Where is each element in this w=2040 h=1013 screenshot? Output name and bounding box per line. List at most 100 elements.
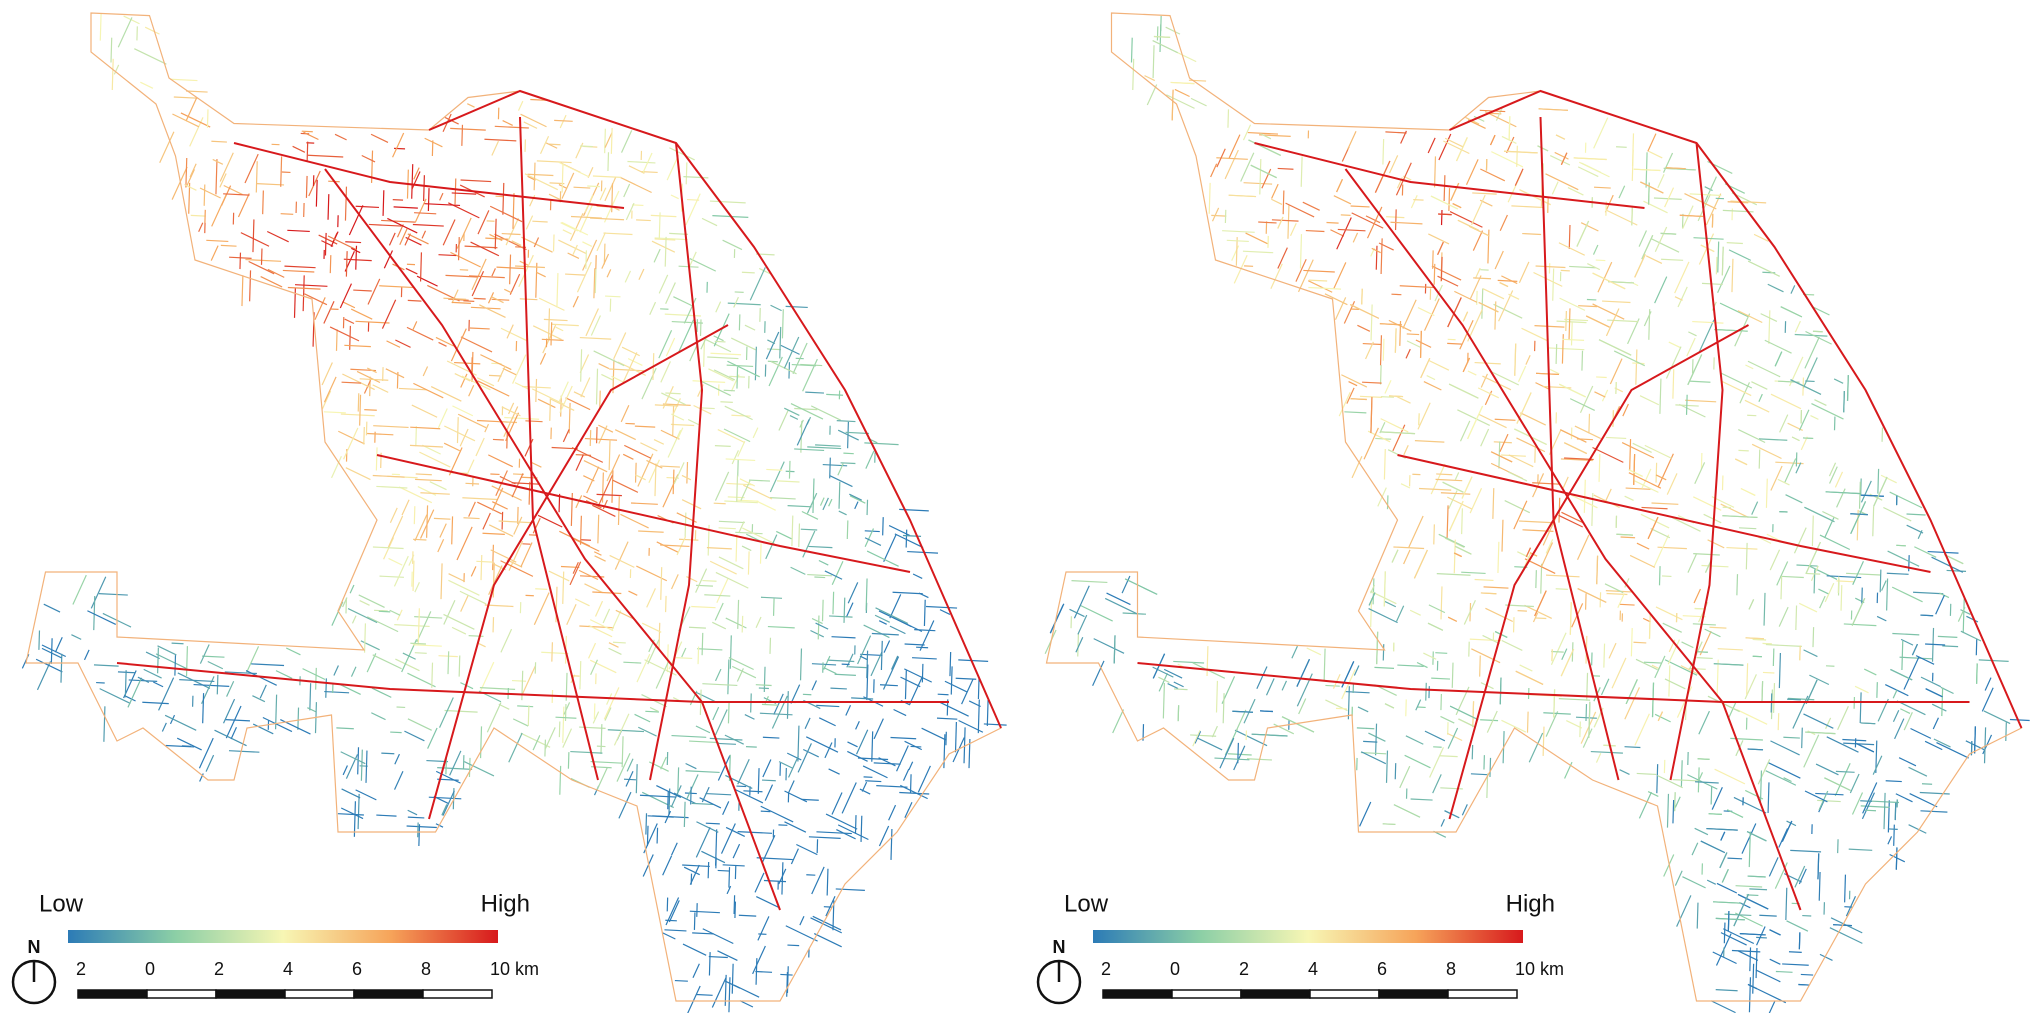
- street: [756, 500, 776, 511]
- street: [592, 504, 616, 517]
- street: [1577, 588, 1607, 603]
- street: [1818, 872, 1821, 901]
- street: [1495, 107, 1503, 121]
- street: [1449, 705, 1479, 721]
- street: [722, 864, 745, 867]
- street: [1419, 330, 1422, 358]
- street: [1516, 437, 1546, 453]
- street: [1795, 462, 1802, 474]
- street: [745, 746, 757, 748]
- street: [1887, 800, 1890, 833]
- street: [417, 486, 437, 496]
- street: [731, 414, 751, 417]
- street: [1783, 777, 1792, 783]
- street: [1608, 281, 1634, 284]
- street: [1685, 394, 1688, 415]
- street: [1701, 564, 1729, 568]
- street: [1694, 462, 1706, 485]
- street: [1357, 706, 1369, 713]
- street: [340, 807, 364, 820]
- street: [1431, 677, 1451, 680]
- street: [579, 204, 594, 233]
- street: [421, 230, 427, 239]
- street: [1158, 676, 1170, 684]
- street: [1650, 527, 1671, 539]
- street: [1250, 164, 1277, 179]
- street: [1850, 513, 1868, 516]
- street: [1707, 539, 1725, 549]
- street: [532, 517, 541, 534]
- street: [303, 131, 319, 141]
- street: [157, 647, 159, 674]
- street: [173, 96, 198, 99]
- street: [379, 285, 415, 289]
- street: [1580, 711, 1597, 744]
- street: [559, 385, 573, 414]
- street: [797, 743, 812, 773]
- street: [1093, 638, 1125, 654]
- street: [1727, 701, 1737, 720]
- street: [766, 468, 783, 471]
- street: [1447, 342, 1462, 345]
- street: [211, 140, 227, 143]
- street: [87, 610, 117, 625]
- street: [1416, 661, 1428, 669]
- street: [537, 514, 563, 528]
- street: [203, 184, 206, 206]
- street: [145, 651, 160, 660]
- street: [256, 182, 285, 186]
- street: [1867, 800, 1900, 804]
- street: [381, 219, 416, 223]
- street: [1768, 310, 1771, 344]
- street: [1714, 768, 1746, 785]
- street: [439, 697, 454, 728]
- street: [700, 337, 707, 350]
- street: [665, 392, 681, 395]
- street: [415, 426, 417, 447]
- street: [571, 446, 604, 463]
- street: [1699, 630, 1712, 656]
- street: [1616, 146, 1627, 148]
- street: [1507, 471, 1528, 482]
- street: [484, 138, 517, 142]
- street: [600, 724, 603, 754]
- street: [622, 453, 634, 460]
- street: [395, 658, 420, 672]
- street: [1598, 453, 1601, 482]
- street: [712, 621, 727, 630]
- street: [1679, 214, 1704, 218]
- street: [1174, 688, 1188, 691]
- street: [794, 407, 818, 411]
- street: [1638, 791, 1652, 819]
- street: [567, 252, 580, 260]
- street: [143, 668, 162, 679]
- north-label: N: [1053, 937, 1066, 957]
- street: [740, 480, 751, 501]
- street: [866, 664, 869, 701]
- street: [790, 684, 801, 704]
- street: [420, 492, 450, 495]
- street: [1368, 732, 1386, 742]
- street: [518, 254, 534, 288]
- street: [1436, 473, 1453, 476]
- street: [1798, 983, 1810, 986]
- street: [729, 635, 732, 669]
- street: [810, 917, 843, 934]
- street: [937, 693, 949, 696]
- street: [419, 451, 451, 468]
- street: [687, 418, 699, 426]
- street: [188, 182, 191, 214]
- street: [1420, 357, 1431, 379]
- street: [919, 620, 935, 651]
- street: [1503, 150, 1538, 154]
- street: [1333, 195, 1352, 205]
- street: [504, 288, 513, 294]
- street: [1622, 403, 1629, 417]
- street: [1336, 179, 1343, 193]
- street: [1423, 652, 1437, 660]
- street: [206, 239, 229, 243]
- street: [1152, 666, 1174, 678]
- street: [550, 322, 553, 346]
- street: [822, 463, 848, 467]
- street: [604, 176, 617, 202]
